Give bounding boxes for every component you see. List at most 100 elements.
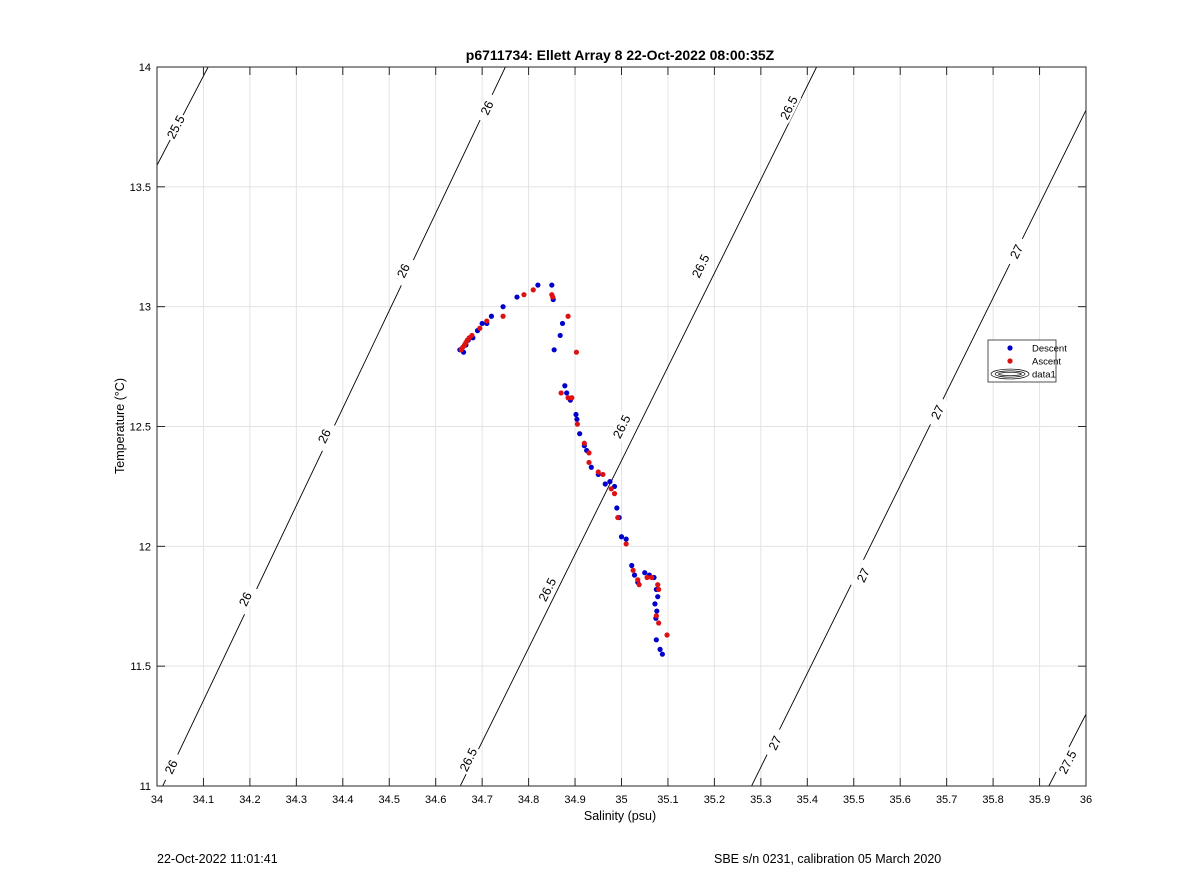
descent-point <box>500 304 506 310</box>
ascent-point <box>500 313 506 319</box>
x-tick-label: 35.9 <box>1029 794 1050 806</box>
contour-label-bg <box>162 111 189 143</box>
x-tick-label: 34.4 <box>332 794 353 806</box>
legend: Descent Ascent data1 <box>987 339 1067 383</box>
ascent-point <box>595 469 601 475</box>
x-tick-label: 35.7 <box>936 794 957 806</box>
descent-point <box>588 464 594 470</box>
ascent-point <box>615 514 621 521</box>
descent-point <box>655 594 661 600</box>
descent-point <box>562 383 568 389</box>
contour-label-bg <box>232 583 258 615</box>
contour-label-bg <box>158 751 184 783</box>
legend-label: data1 <box>1032 370 1056 381</box>
descent-point <box>574 416 580 422</box>
ascent-point <box>656 586 662 593</box>
data-series <box>457 282 670 657</box>
ascent-point <box>608 486 614 492</box>
legend-marker-ascent <box>1007 358 1013 364</box>
contour-label-bg <box>687 250 713 282</box>
contour-label: 26 <box>394 262 413 281</box>
ascent-point <box>521 292 527 298</box>
ascent-point <box>574 421 580 427</box>
contour-label-bg <box>474 92 500 124</box>
descent-point <box>514 294 520 300</box>
ascent-point <box>600 471 606 478</box>
ascent-point <box>550 294 556 300</box>
legend-contour-icon <box>994 370 1026 378</box>
descent-point <box>602 481 608 487</box>
contour-label: 27 <box>1007 242 1026 261</box>
contour-label-bg <box>1054 746 1081 778</box>
contour-label-bg <box>609 410 634 443</box>
series-ascent <box>458 287 670 638</box>
ascent-point <box>586 450 592 456</box>
descent-point <box>549 282 555 288</box>
ascent-point <box>653 613 659 619</box>
x-tick-label: 35.4 <box>797 794 818 806</box>
descent-point <box>642 570 648 576</box>
ascent-point <box>664 632 670 638</box>
contour-label-bg <box>850 559 876 591</box>
y-tick-label: 12 <box>139 541 151 553</box>
ascent-point <box>644 574 650 581</box>
descent-point <box>654 608 660 614</box>
grid <box>156 66 1087 787</box>
ascent-point <box>586 459 592 466</box>
chart-title: p6711734: Ellett Array 8 22-Oct-2022 08:… <box>466 47 775 63</box>
contour-label: 26 <box>478 99 497 118</box>
descent-point <box>551 347 557 353</box>
ascent-point <box>469 332 475 339</box>
ascent-point <box>558 390 564 396</box>
axes: 34 34.1 34.2 34.3 34.4 34.5 34.6 34.7 34.8 34.9 35… <box>130 62 1093 806</box>
descent-point <box>631 572 638 578</box>
x-tick-label: 34.9 <box>564 794 585 806</box>
descent-point <box>488 313 495 319</box>
ascent-point <box>565 395 571 401</box>
y-tick-label: 12.5 <box>130 422 151 434</box>
y-tick-label: 13.5 <box>130 182 151 194</box>
contour-label-bg <box>390 255 416 287</box>
y-tick-label: 14 <box>139 62 151 74</box>
contour-label-bg <box>1003 235 1029 268</box>
x-tick-label: 34.7 <box>471 794 492 806</box>
contour-label: 26 <box>315 427 334 446</box>
y-tick-label: 13 <box>139 302 151 314</box>
footer-calibration: SBE s/n 0231, calibration 05 March 2020 <box>714 852 942 866</box>
contour-line-26-5 <box>459 67 817 786</box>
descent-point <box>653 637 659 643</box>
ascent-point <box>649 574 655 581</box>
contour-label: 27 <box>928 403 947 422</box>
x-tick-label: 35.5 <box>843 794 864 806</box>
descent-point <box>559 320 566 327</box>
legend-contour-icon <box>990 368 1030 380</box>
x-tick-label: 35.2 <box>704 794 725 806</box>
legend-label: Descent <box>1032 344 1067 355</box>
x-tick-label: 35.3 <box>750 794 771 806</box>
contour-label-bg <box>924 396 950 428</box>
descent-point <box>573 411 579 418</box>
ascent-point <box>477 325 483 331</box>
y-tick-label: 11 <box>140 781 151 793</box>
ascent-point <box>636 582 642 588</box>
contour-label: 27 <box>854 566 873 585</box>
ascent-point <box>573 349 580 355</box>
contour-label-bg <box>762 727 788 759</box>
descent-point <box>657 646 663 652</box>
contour-label-bg <box>776 92 802 124</box>
contour-label: 27 <box>766 734 785 753</box>
x-tick-label: 35.1 <box>657 794 678 806</box>
descent-point <box>623 536 629 542</box>
ascent-point <box>581 440 587 446</box>
x-tick-label: 34.2 <box>239 794 260 806</box>
descent-point <box>618 534 625 540</box>
descent-point <box>659 651 665 657</box>
contour-label: 26 <box>162 758 181 777</box>
x-tick-label: 35.6 <box>889 794 910 806</box>
descent-point <box>607 479 613 485</box>
y-axis-label: Temperature (°C) <box>113 378 127 474</box>
density-contours: 25.5262626262626.526.526.526.526.5272727… <box>157 67 1086 786</box>
ascent-point <box>656 620 662 626</box>
x-tick-label: 34.5 <box>379 794 400 806</box>
